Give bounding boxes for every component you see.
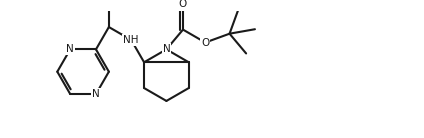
- Text: N: N: [162, 44, 170, 54]
- Text: N: N: [66, 44, 74, 54]
- Text: O: O: [201, 38, 209, 47]
- Text: NH: NH: [123, 35, 139, 45]
- Text: O: O: [179, 0, 187, 9]
- Text: N: N: [92, 89, 100, 99]
